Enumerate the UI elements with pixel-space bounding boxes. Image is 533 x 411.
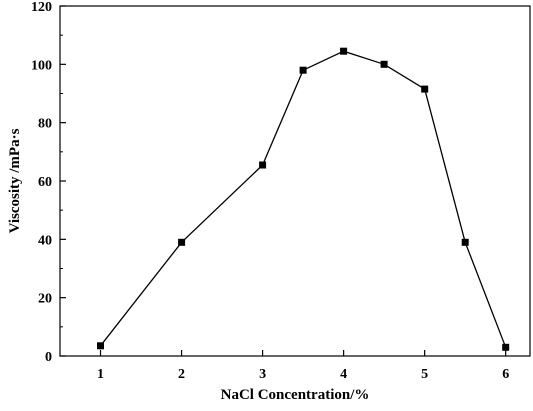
plot-frame — [59, 5, 531, 357]
y-tick-label: 80 — [38, 117, 52, 132]
data-point-marker — [97, 342, 104, 350]
data-point-marker — [380, 60, 388, 68]
data-point-marker — [299, 66, 307, 74]
x-tick-label: 6 — [502, 367, 509, 382]
x-tick-label: 5 — [421, 367, 428, 382]
y-tick-label: 20 — [38, 292, 52, 307]
x-axis-title: NaCl Concentration/% — [221, 387, 370, 403]
y-tick-label: 0 — [45, 350, 52, 365]
y-tick-label: 40 — [38, 233, 52, 248]
data-point-marker — [178, 238, 186, 246]
data-point-marker — [340, 47, 348, 55]
series-line — [99, 50, 507, 348]
data-point-marker — [259, 161, 267, 169]
series-layer — [97, 47, 510, 351]
x-tick-label: 4 — [340, 367, 347, 382]
y-tick-label: 60 — [38, 175, 52, 190]
data-point-marker — [461, 238, 469, 246]
data-point-marker — [502, 343, 510, 351]
y-tick-label: 100 — [31, 58, 52, 73]
x-tick-label: 3 — [259, 367, 266, 382]
data-point-marker — [421, 85, 429, 93]
y-axis-title: Viscosity /mPa·s — [7, 128, 23, 233]
x-tick-label: 1 — [97, 367, 104, 382]
x-tick-label: 2 — [178, 367, 185, 382]
y-tick-label: 120 — [31, 0, 52, 15]
